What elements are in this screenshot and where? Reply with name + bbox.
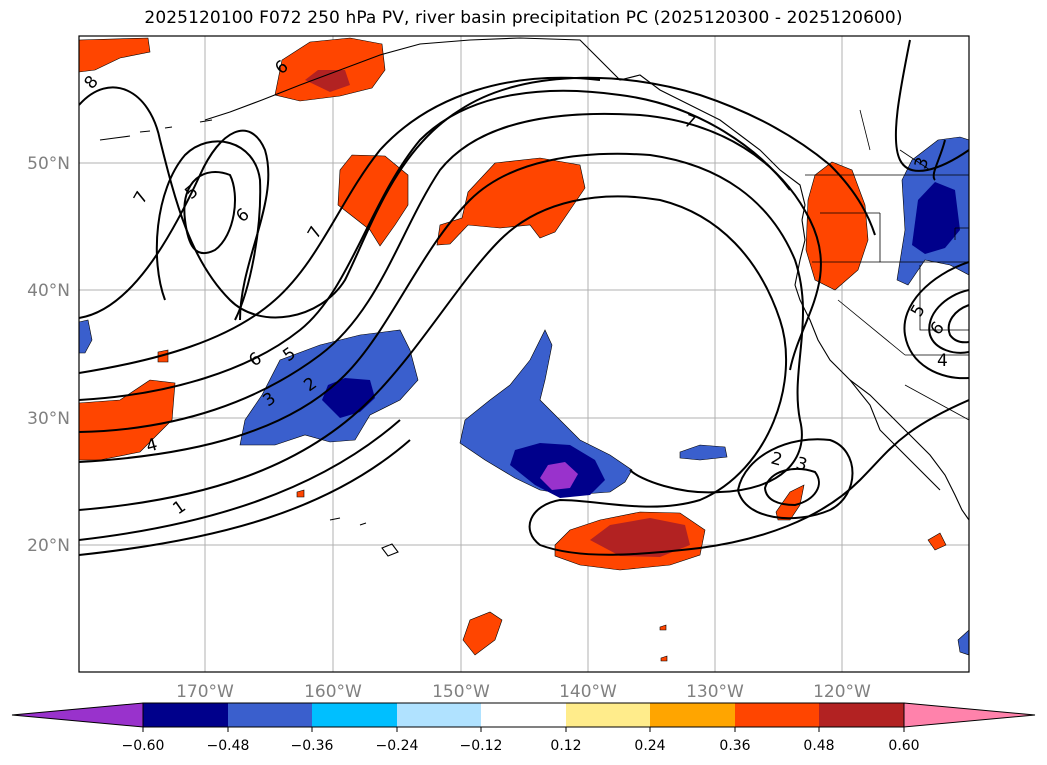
- hawaii-islands: [329, 517, 399, 557]
- colorbar-segment: [735, 703, 819, 727]
- colorbar-segment: [650, 703, 735, 727]
- precip-area: [957, 629, 969, 656]
- precip-area: [679, 444, 728, 461]
- precip-area: [337, 154, 409, 247]
- latitude-labels: 50°N 40°N 30°N 20°N: [27, 154, 70, 556]
- pv-contour: [79, 112, 822, 433]
- colorbar-tick-label: −0.12: [460, 738, 503, 754]
- pv-contour: [903, 261, 969, 380]
- lon-label: 140°W: [559, 682, 617, 702]
- colorbar-segment: [312, 703, 397, 727]
- political-borders: [805, 109, 969, 421]
- pv-contour: [79, 419, 401, 541]
- pv-contour: [79, 76, 601, 374]
- precip-positive-areas: [79, 37, 947, 662]
- colorbar-segment: [143, 703, 228, 727]
- pv-contour: [79, 89, 791, 401]
- colorbar-tick-label: 0.48: [803, 738, 834, 754]
- pv-contour: [155, 140, 262, 321]
- precip-area: [462, 611, 503, 656]
- pv-contour: [894, 39, 969, 172]
- precip-area: [590, 518, 690, 557]
- colorbar-tick-label: 0.24: [634, 738, 665, 754]
- pv-contour: [736, 438, 854, 520]
- figure-title: 2025120100 F072 250 hPa PV, river basin …: [144, 8, 903, 28]
- precip-area: [79, 379, 176, 461]
- colorbar-tick-label: −0.60: [122, 738, 165, 754]
- colorbar-tick-label: −0.48: [207, 738, 250, 754]
- lat-label: 40°N: [27, 281, 70, 301]
- lon-label: 150°W: [432, 682, 490, 702]
- colorbar-tick-label: −0.24: [376, 738, 419, 754]
- lat-label: 50°N: [27, 154, 70, 174]
- pv-contour: [79, 76, 876, 319]
- lat-label: 30°N: [27, 409, 70, 429]
- colorbar-frame: [142, 702, 905, 728]
- colorbar: −0.60 −0.48 −0.36 −0.24 −0.12 0.12 0.24 …: [11, 702, 1036, 754]
- lat-label: 20°N: [27, 536, 70, 556]
- colorbar-segment: [397, 703, 481, 727]
- pv-contours: [79, 39, 969, 556]
- colorbar-tick-label: 0.12: [550, 738, 581, 754]
- precip-area: [79, 319, 93, 354]
- pv-contour-label: 4: [937, 351, 948, 371]
- pv-contour: [79, 195, 969, 556]
- longitude-labels: 170°W 160°W 150°W 140°W 130°W 120°W: [176, 682, 871, 702]
- precip-area: [659, 624, 667, 631]
- precip-area: [459, 329, 633, 496]
- precip-area: [79, 37, 151, 73]
- colorbar-segment: [566, 703, 650, 727]
- pv-contour-label: 2: [769, 449, 785, 471]
- precip-area: [927, 532, 947, 551]
- precip-negative-areas: [79, 136, 969, 656]
- precip-area: [540, 462, 578, 490]
- lon-label: 130°W: [686, 682, 744, 702]
- pv-contour: [947, 304, 969, 344]
- aleutian-islands: [99, 119, 213, 141]
- colorbar-extend-low: [11, 702, 144, 728]
- map-frame: [78, 35, 970, 673]
- colorbar-segment: [819, 703, 904, 727]
- precip-area: [660, 655, 668, 662]
- colorbar-segment: [481, 703, 566, 727]
- pv-contour: [183, 171, 236, 255]
- lon-label: 170°W: [176, 682, 234, 702]
- pv-contour: [79, 439, 411, 556]
- lon-label: 160°W: [304, 682, 362, 702]
- pv-contour: [932, 139, 946, 181]
- colorbar-tick-label: 0.36: [719, 738, 750, 754]
- colorbar-tick-label: 0.60: [888, 738, 919, 754]
- precip-area: [305, 70, 350, 92]
- colorbar-segment: [228, 703, 312, 727]
- precip-area: [775, 484, 805, 521]
- map-frame-background: [79, 36, 969, 672]
- west-coast: [794, 219, 969, 521]
- pv-contour-label: 3: [794, 454, 810, 476]
- precip-area: [274, 37, 386, 102]
- pv-contour: [763, 468, 820, 507]
- colorbar-tick-label: −0.36: [291, 738, 334, 754]
- colorbar-extend-high: [903, 702, 1036, 728]
- precip-area: [912, 182, 960, 254]
- pv-contour: [928, 289, 969, 354]
- precip-area: [296, 489, 305, 498]
- lon-label: 120°W: [813, 682, 871, 702]
- pv-contour-label: 4: [144, 435, 160, 457]
